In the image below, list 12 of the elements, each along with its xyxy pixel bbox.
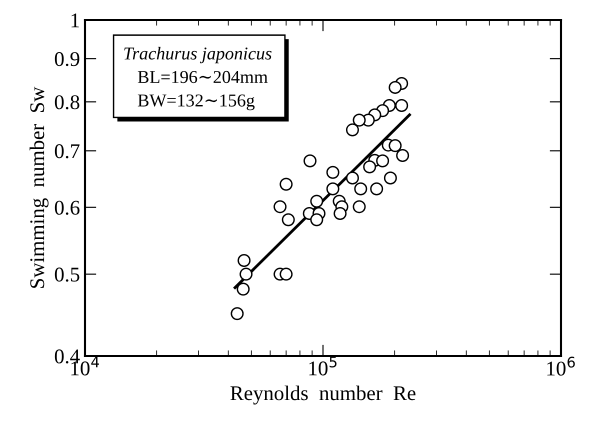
annotation: Trachurus japonicus — [124, 46, 272, 64]
annotation: BL=196∼204mm — [138, 70, 268, 84]
annotation: BW=132∼156g — [138, 94, 255, 110]
y-axis-title: Swimming number Sw — [30, 86, 49, 288]
y-tick-label: 0.6 — [54, 200, 80, 215]
y-tick-label: 0.7 — [54, 144, 80, 158]
x-tick-label: 10$^{6}$ — [547, 356, 575, 376]
y-tick-label: 0.9 — [54, 52, 80, 66]
x-axis-title: Reynolds number Re — [230, 386, 416, 405]
y-tick-label: 1 — [72, 13, 79, 28]
y-tick-label: 0.8 — [54, 95, 80, 110]
y-tick-label: 0.5 — [54, 268, 80, 282]
